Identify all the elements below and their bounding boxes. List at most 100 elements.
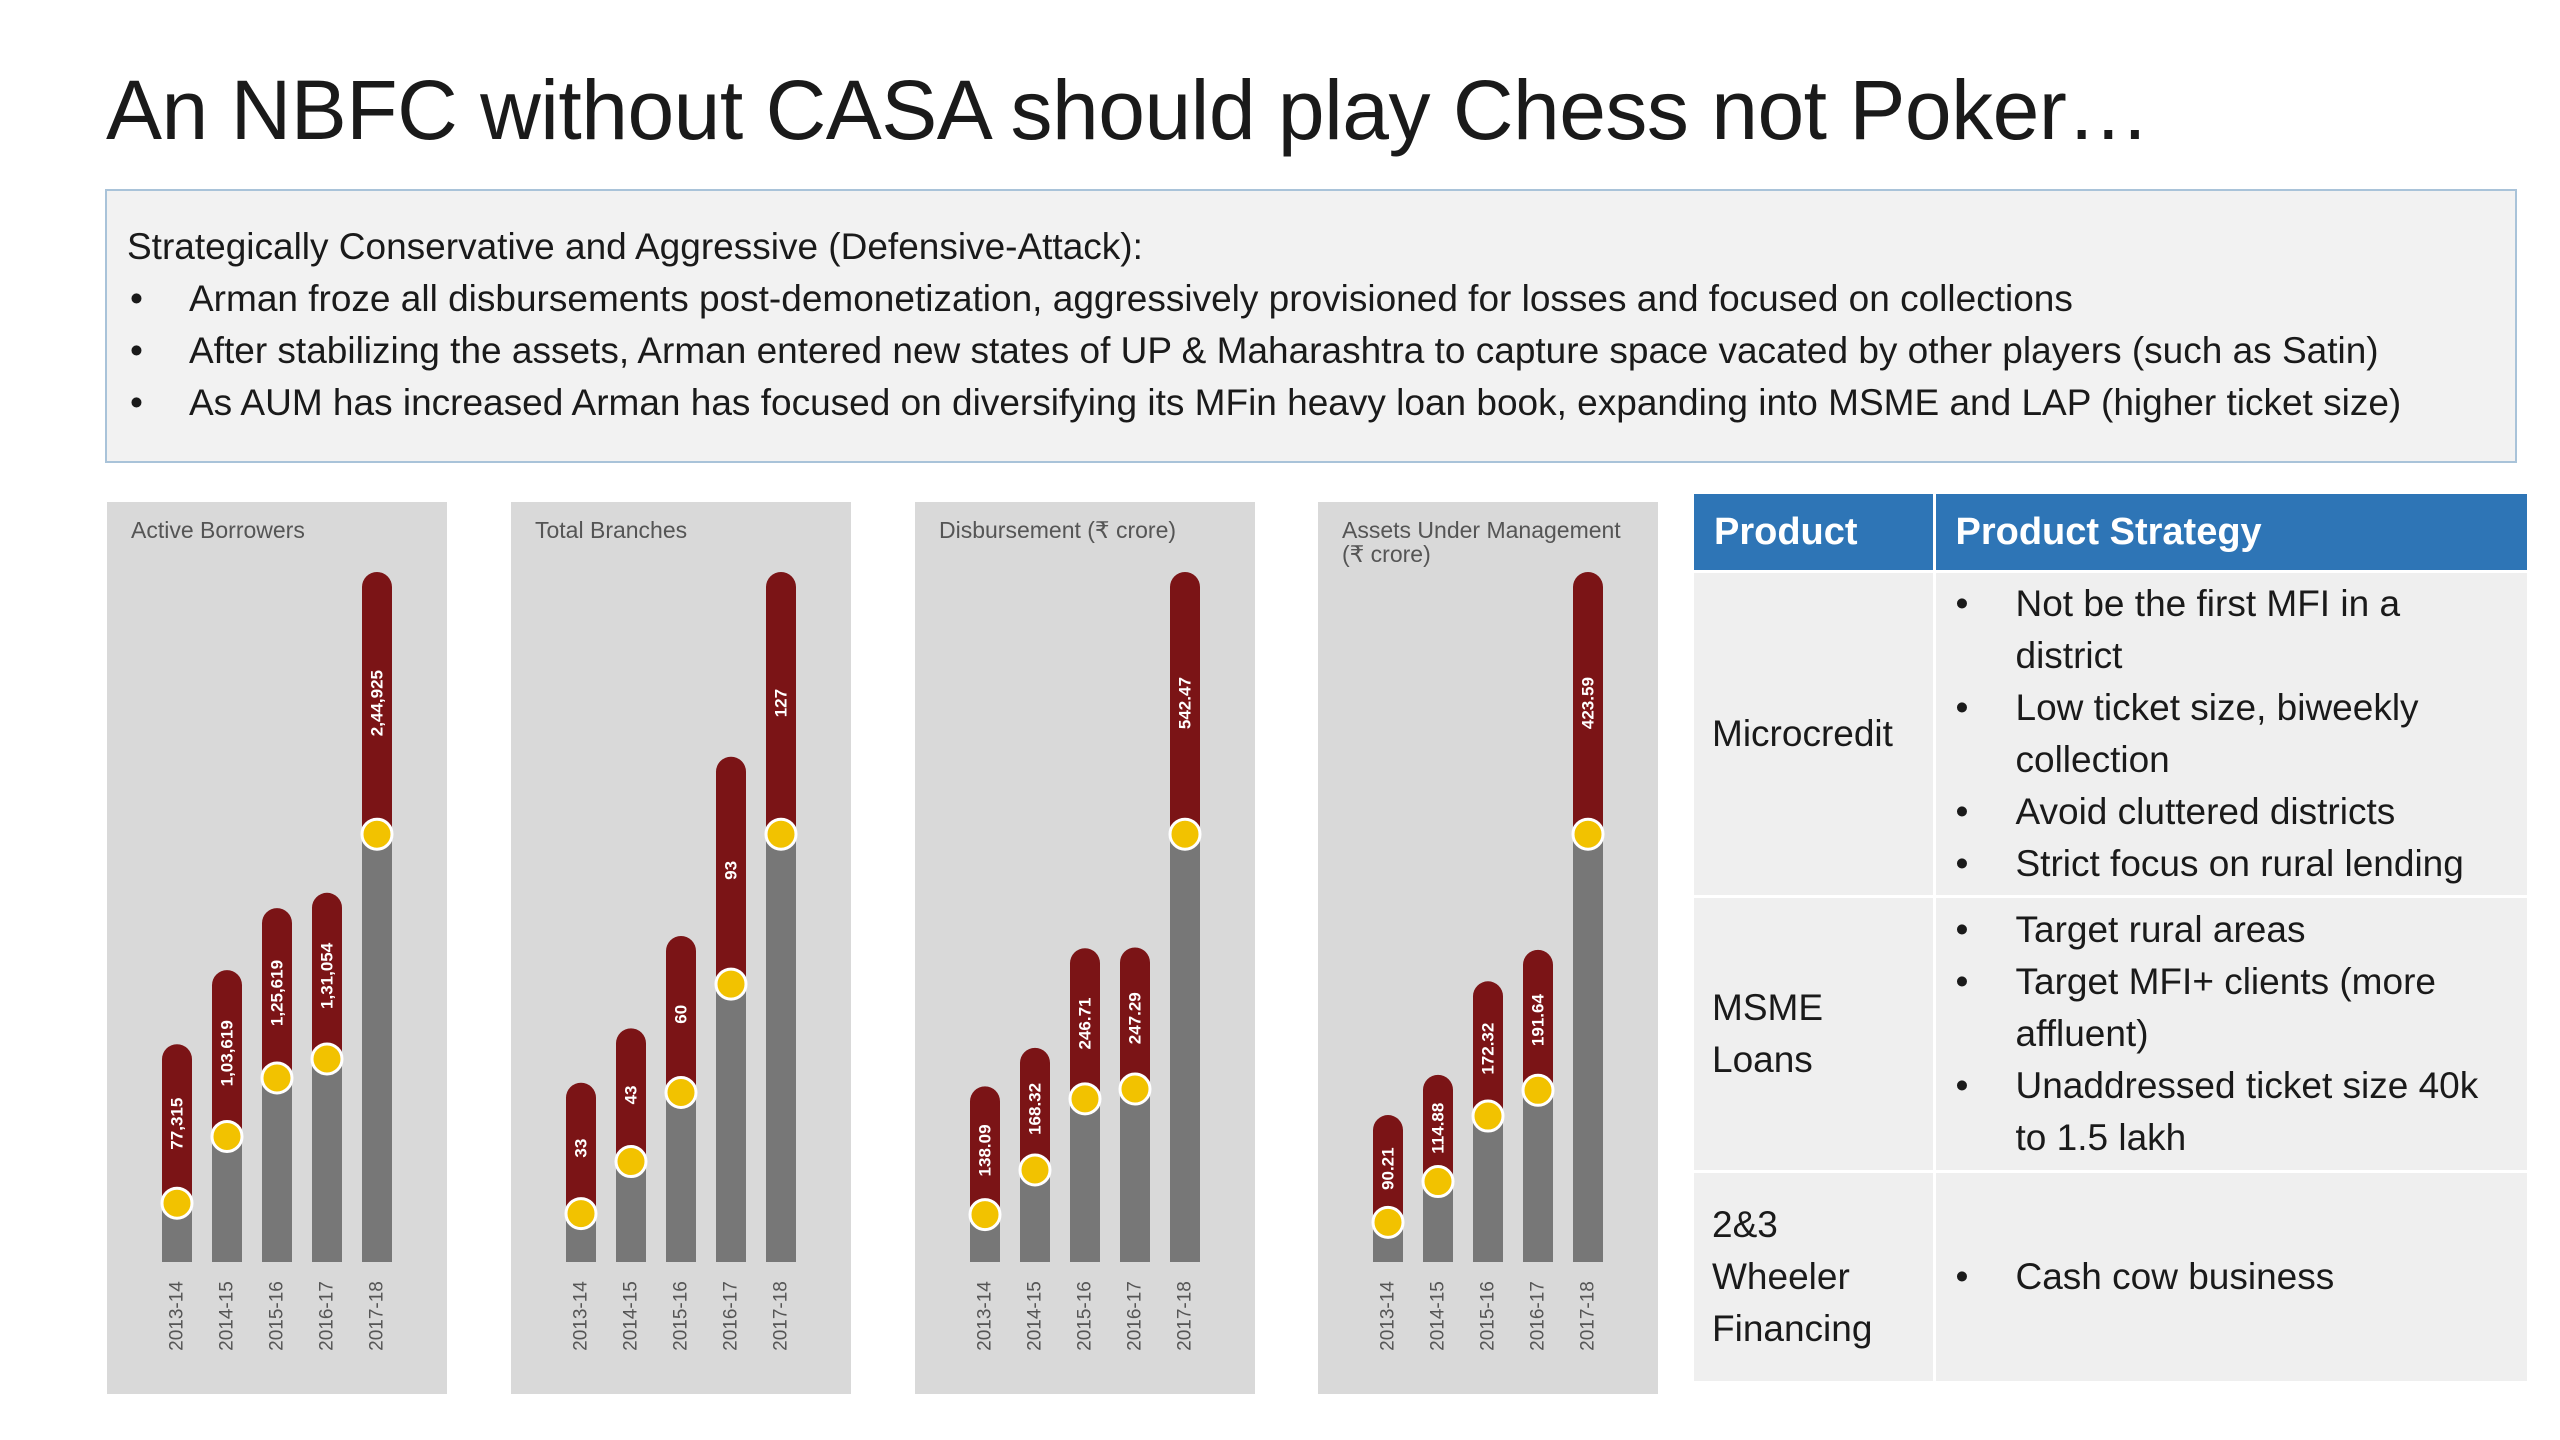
bar-upper [362, 572, 392, 841]
category-label: 2014-15 [1428, 1281, 1449, 1351]
bullet-glyph: • [1955, 961, 1969, 1002]
strategy-text: Target MFI+ clients (more affluent) [2015, 961, 2436, 1054]
bar-marker [664, 1075, 698, 1109]
strategy-item: • Target rural areas [1954, 904, 2510, 956]
category-label: 2015-16 [267, 1281, 288, 1351]
data-label: 542.47 [1176, 677, 1195, 729]
summary-bullets: • Arman froze all disbursements post-demo… [127, 273, 2495, 429]
bar-upper [1020, 1047, 1050, 1176]
bar-upper [1573, 572, 1603, 841]
strategy-text: Strict focus on rural lending [2015, 843, 2464, 884]
chart-title: Disbursement (₹ crore) [939, 517, 1176, 543]
bar-marker [1168, 817, 1202, 851]
data-label: 191.64 [1529, 994, 1548, 1047]
strategy-item: • Low ticket size, biweekly collection [1954, 682, 2510, 786]
bar-marker [310, 1042, 344, 1076]
summary-bullet: • As AUM has increased Arman has focused … [127, 377, 2495, 429]
strategy-item: • Target MFI+ clients (more affluent) [1954, 956, 2510, 1060]
bar-marker [360, 817, 394, 851]
header-product-strategy: Product Strategy [1932, 494, 2527, 572]
data-label: 93 [722, 861, 741, 880]
strategy-item: • Strict focus on rural lending [1954, 838, 2510, 890]
data-label: 246.71 [1076, 998, 1095, 1050]
bullet-glyph: • [1955, 1065, 1969, 1106]
bar-lower [666, 1092, 696, 1262]
chart-active-borrowers: Active Borrowers 77,315 2013-14 1,03,619 201… [107, 502, 447, 1394]
data-label: 60 [672, 1005, 691, 1024]
strategy-list: • Cash cow business [1954, 1251, 2510, 1303]
bar-marker [260, 1061, 294, 1095]
category-label: 2014-15 [217, 1281, 238, 1351]
strategy-item: • Avoid cluttered districts [1954, 786, 2510, 838]
product-cell: Microcredit [1694, 570, 1934, 897]
bar-marker [714, 967, 748, 1001]
data-label: 1,03,619 [218, 1020, 237, 1086]
bar-marker [210, 1119, 244, 1153]
strategy-item: • Unaddressed ticket size 40k to 1.5 lakh [1954, 1060, 2510, 1164]
table-row: 2&3 Wheeler Financing • Cash cow business [1694, 1170, 2527, 1381]
data-label: 114.88 [1429, 1103, 1448, 1154]
bullet-glyph: • [1955, 687, 1969, 728]
bar-marker [764, 817, 798, 851]
table-row: MSME Loans • Target rural areas • Target M… [1694, 895, 2527, 1172]
category-label: 2017-18 [1578, 1281, 1599, 1351]
category-label: 2017-18 [1175, 1281, 1196, 1351]
bar-upper [162, 1044, 192, 1210]
bar-marker [1118, 1072, 1152, 1106]
category-label: 2016-17 [317, 1281, 338, 1351]
bar-upper [716, 756, 746, 991]
bullet-glyph: • [1955, 909, 1969, 950]
product-cell: 2&3 Wheeler Financing [1694, 1170, 1934, 1381]
bar-upper [1523, 949, 1553, 1097]
strategy-item: • Cash cow business [1954, 1251, 2510, 1303]
bar-lower [1523, 1090, 1553, 1262]
strategy-item: • Not be the first MFI in a district [1954, 578, 2510, 682]
data-label: 1,25,619 [268, 960, 287, 1026]
data-label: 2,44,925 [368, 670, 387, 736]
summary-bullet-text: After stabilizing the assets, Arman ente… [189, 330, 2379, 371]
summary-box: Strategically Conservative and Aggressiv… [105, 189, 2517, 463]
data-label: 138.09 [976, 1124, 995, 1176]
strategy-text: Not be the first MFI in a district [2015, 583, 2401, 676]
strategy-text: Cash cow business [2015, 1256, 2335, 1297]
data-label: 33 [572, 1139, 591, 1158]
category-label: 2014-15 [621, 1281, 642, 1351]
strategy-list: • Not be the first MFI in a district • Low… [1954, 578, 2510, 890]
category-label: 2017-18 [771, 1281, 792, 1351]
header-product: Product [1694, 494, 1934, 572]
bar-marker [614, 1145, 648, 1179]
category-label: 2017-18 [367, 1281, 388, 1351]
category-label: 2013-14 [1378, 1281, 1399, 1351]
category-label: 2015-16 [1478, 1281, 1499, 1351]
bar-upper [1473, 981, 1503, 1123]
bar-lower [262, 1077, 292, 1262]
bar-upper [970, 1086, 1000, 1221]
bar-lower [716, 984, 746, 1262]
bar-lower [1120, 1089, 1150, 1262]
chart-svg: Total Branches 33 2013-14 43 2014-15 60 2015-1… [535, 517, 798, 1351]
data-label: 127 [772, 689, 791, 717]
bar-upper [1170, 572, 1200, 841]
bar-marker [564, 1197, 598, 1231]
category-label: 2015-16 [671, 1281, 692, 1351]
product-strategy-table: Product Product Strategy Microcredit • No… [1694, 494, 2527, 1381]
summary-bullet-text: As AUM has increased Arman has focused o… [189, 382, 2402, 423]
bar-lower [312, 1058, 342, 1262]
category-label: 2013-14 [571, 1281, 592, 1351]
bar-marker [968, 1198, 1002, 1232]
bullet-glyph: • [1955, 583, 1969, 624]
bar-upper [1120, 947, 1150, 1096]
chart-total-branches: Total Branches 33 2013-14 43 2014-15 60 2015-1… [511, 502, 851, 1394]
chart-aum: Assets Under Management (₹ crore) 90.21 201… [1318, 502, 1658, 1394]
data-label: 1,31,054 [318, 942, 337, 1009]
strategy-list: • Target rural areas • Target MFI+ clients… [1954, 904, 2510, 1164]
data-label: 43 [622, 1085, 641, 1104]
bar-upper [262, 908, 292, 1084]
data-label: 168.32 [1026, 1083, 1045, 1135]
strategy-text: Target rural areas [2015, 909, 2306, 950]
summary-bullet: • Arman froze all disbursements post-demo… [127, 273, 2495, 325]
data-label: 247.29 [1126, 992, 1145, 1044]
bar-upper [766, 572, 796, 841]
bullet-glyph: • [1955, 1256, 1969, 1297]
chart-title: Assets Under Management (₹ crore) [1342, 517, 1621, 567]
